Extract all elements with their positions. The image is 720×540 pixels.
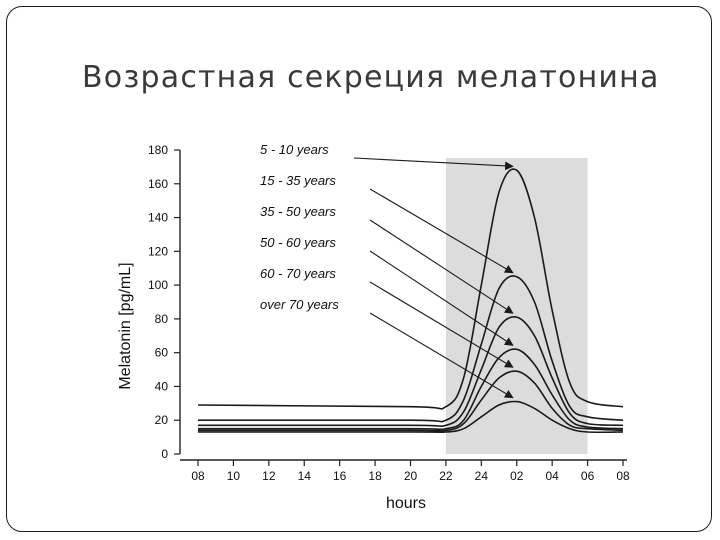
x-axis-title: hours xyxy=(386,495,426,512)
night-band xyxy=(445,158,588,454)
y-tick-label: 100 xyxy=(148,278,168,292)
y-tick-label: 20 xyxy=(155,413,169,427)
y-tick-label: 0 xyxy=(161,447,168,461)
series-label-2: 15 - 35 years xyxy=(260,173,336,188)
series-label-1: 5 - 10 years xyxy=(260,142,329,157)
y-tick-label: 180 xyxy=(148,143,168,157)
x-tick-label: 20 xyxy=(404,469,418,483)
y-tick-label: 40 xyxy=(155,379,169,393)
x-tick-label: 12 xyxy=(262,469,276,483)
x-tick-label: 14 xyxy=(298,469,312,483)
series-line-4 xyxy=(198,348,624,431)
series-line-3 xyxy=(197,316,624,428)
series-arrow-4 xyxy=(369,250,514,346)
series-label-6: over 70 years xyxy=(260,297,339,312)
series-arrow-1 xyxy=(353,157,514,171)
x-tick-label: 08 xyxy=(616,469,630,483)
x-tick-label: 02 xyxy=(510,469,524,483)
x-tick-label: 08 xyxy=(191,469,205,483)
y-tick-label: 140 xyxy=(148,211,168,225)
series-arrow-2 xyxy=(369,188,514,274)
x-tick-label: 04 xyxy=(545,469,559,483)
series-label-4: 50 - 60 years xyxy=(260,235,336,250)
series-arrow-6 xyxy=(369,312,514,399)
x-tick-label: 06 xyxy=(581,469,595,483)
series-line-5 xyxy=(197,370,624,432)
series-label-5: 60 - 70 years xyxy=(260,266,336,281)
series-arrow-5 xyxy=(369,281,514,368)
y-tick-label: 80 xyxy=(155,312,169,326)
series-line-2 xyxy=(197,275,624,423)
y-tick-label: 120 xyxy=(148,244,168,258)
y-tick-label: 60 xyxy=(155,346,169,360)
slide-title: Возрастная секреция мелатонина xyxy=(82,60,660,95)
series-arrow-3 xyxy=(369,219,514,314)
x-tick-label: 16 xyxy=(333,469,347,483)
y-tick-label: 160 xyxy=(148,177,168,191)
y-axis-title: Melatonin [pg/mL] xyxy=(117,262,134,389)
x-tick-label: 10 xyxy=(227,469,241,483)
x-tick-label: 24 xyxy=(475,469,489,483)
x-tick-label: 22 xyxy=(439,469,453,483)
slide-frame xyxy=(6,6,712,532)
series-label-3: 35 - 50 years xyxy=(260,204,336,219)
x-tick-label: 18 xyxy=(368,469,382,483)
series-line-1 xyxy=(197,168,624,410)
series-line-6 xyxy=(198,400,624,434)
